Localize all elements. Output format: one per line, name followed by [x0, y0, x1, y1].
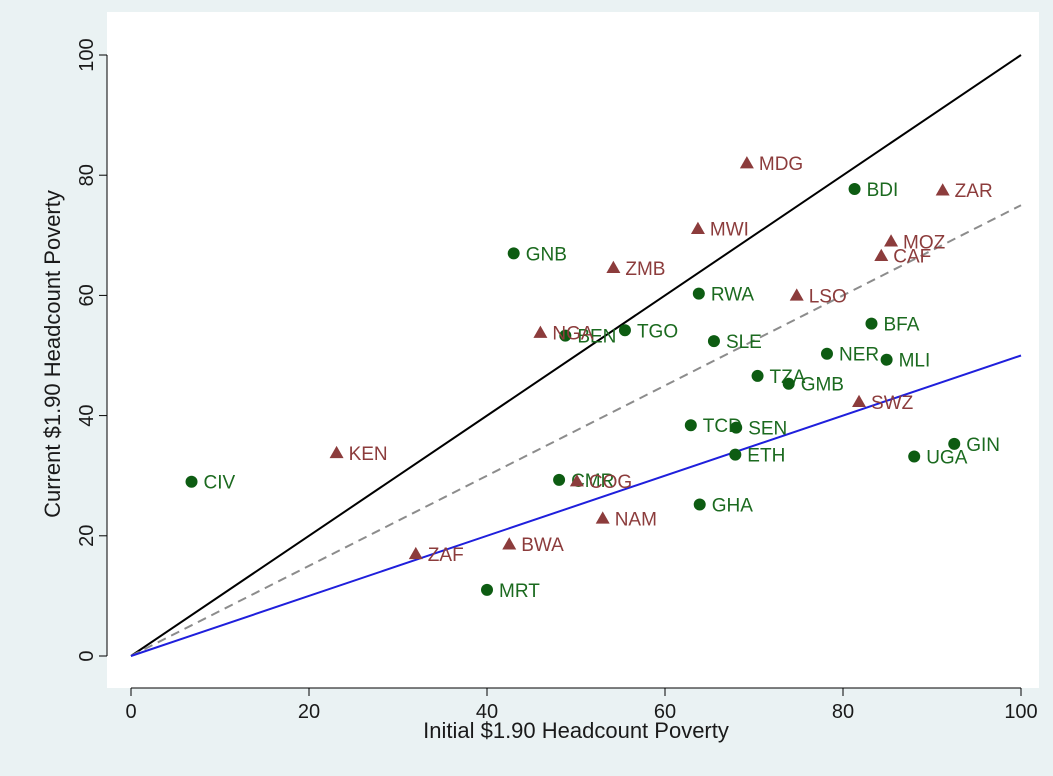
y-tick-label: 40: [76, 404, 98, 426]
x-tick-label: 100: [1004, 701, 1037, 723]
point-marker: [884, 234, 899, 247]
point-label: COG: [589, 472, 632, 493]
point-label: ZAR: [955, 181, 993, 202]
point-label: BFA: [883, 315, 919, 336]
point-marker: [569, 474, 584, 487]
point-label: LSO: [809, 286, 847, 307]
point-label: SEN: [748, 419, 787, 440]
point-label: NGA: [552, 324, 594, 345]
x-tick-label: 0: [125, 701, 136, 723]
point-label: SWZ: [871, 393, 914, 414]
point-marker: [507, 247, 520, 260]
point-marker: [408, 546, 423, 560]
point-marker: [329, 445, 344, 459]
y-tick-label: 80: [76, 164, 98, 186]
point-marker: [880, 353, 893, 366]
y-axis-label: Current $1.90 Headcount Poverty: [40, 190, 65, 518]
point-label: MDG: [759, 154, 803, 175]
point-label: GMB: [801, 375, 844, 396]
point-label: KEN: [349, 444, 388, 465]
point-marker: [684, 419, 697, 432]
reference-lines: [130, 54, 1022, 657]
x-axis-label: Initial $1.90 Headcount Poverty: [423, 718, 729, 743]
point-label: TZA: [770, 367, 806, 388]
point-marker: [908, 450, 921, 463]
point-marker: [559, 329, 572, 342]
point-label: MRT: [499, 581, 540, 602]
point-label: BWA: [521, 535, 564, 556]
point-label: MOZ: [903, 232, 946, 253]
point-marker: [185, 475, 198, 488]
point-label: MLI: [899, 351, 931, 372]
reference-line: [130, 54, 1022, 657]
point-label: ETH: [747, 446, 785, 467]
point-label: ZMB: [625, 259, 665, 280]
x-tick-label: 20: [298, 701, 320, 723]
point-label: CMR: [571, 471, 614, 492]
point-label: RWA: [711, 285, 755, 306]
point-marker: [789, 288, 804, 301]
point-label: GHA: [712, 496, 754, 517]
reference-line: [130, 354, 1022, 657]
point-label: SLE: [726, 332, 762, 353]
point-marker: [618, 324, 631, 337]
point-marker: [533, 325, 548, 338]
point-marker: [730, 421, 743, 434]
point-marker: [865, 317, 878, 330]
point-label: UGA: [926, 447, 968, 468]
point-marker: [690, 221, 705, 234]
point-label: MWI: [710, 220, 749, 241]
point-marker: [874, 248, 889, 261]
y-tick-label: 100: [76, 38, 98, 71]
y-tick-label: 20: [76, 525, 98, 547]
plot-area: [107, 12, 1039, 688]
point-label: GIN: [966, 435, 1000, 456]
point-marker: [948, 437, 961, 450]
point-marker: [502, 537, 517, 550]
point-label: CIV: [204, 473, 236, 494]
point-label: BDI: [867, 180, 899, 201]
point-marker: [935, 183, 950, 196]
x-tick-label: 80: [832, 701, 854, 723]
point-marker: [848, 183, 861, 196]
point-label: CAF: [893, 247, 931, 268]
axes: 0 20 40 60 80 100 0 20 40 60 80 100: [76, 38, 1038, 723]
point-label: ZAF: [428, 545, 464, 566]
x-tick-label: 60: [654, 701, 676, 723]
point-marker: [481, 583, 493, 596]
point-marker: [739, 156, 754, 169]
point-label: GNB: [526, 244, 567, 265]
point-marker: [692, 287, 705, 300]
point-marker: [852, 394, 867, 408]
point-marker: [751, 369, 764, 382]
point-marker: [820, 347, 833, 360]
point-marker: [553, 473, 566, 486]
y-tick-label: 0: [76, 650, 98, 661]
point-label: NAM: [615, 509, 657, 530]
y-tick-label: 60: [76, 284, 98, 306]
point-marker: [729, 448, 742, 461]
point-marker: [782, 377, 795, 390]
x-tick-label: 40: [476, 701, 498, 723]
point-marker: [606, 260, 621, 274]
point-marker: [707, 335, 720, 348]
point-marker: [595, 511, 610, 524]
point-marker: [693, 498, 706, 511]
point-label: BEN: [577, 327, 616, 348]
point-label: NER: [839, 345, 879, 366]
reference-line: [130, 204, 1022, 657]
point-label: TGO: [637, 321, 678, 342]
